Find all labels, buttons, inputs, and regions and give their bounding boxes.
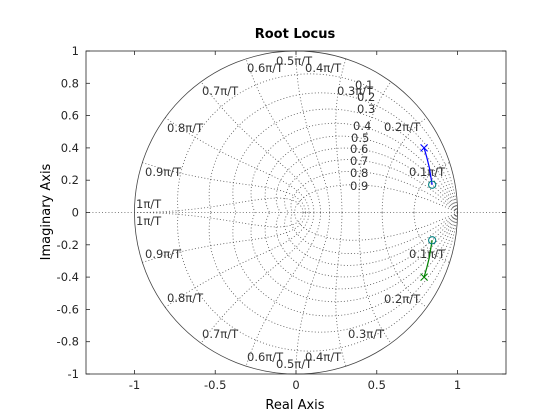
damping-curve-lower xyxy=(275,212,458,278)
x-ticks: -1 -0.5 0 0.5 1 xyxy=(129,51,461,392)
zero-marker xyxy=(428,236,437,245)
y-tick-label: -0.8 xyxy=(57,335,79,349)
frequency-curve-lower xyxy=(381,212,427,308)
x-tick-label: -1 xyxy=(129,378,140,392)
damping-label: 0.2 xyxy=(357,90,375,104)
x-tick-label: 0.5 xyxy=(368,378,386,392)
plot-axes xyxy=(85,50,507,375)
frequency-label-lower: 0.4π/T xyxy=(305,350,342,364)
frequency-label-upper: 0.7π/T xyxy=(202,84,239,98)
frequency-curve-upper xyxy=(335,58,347,213)
frequency-label-lower: 0.7π/T xyxy=(202,327,239,341)
frequency-label-lower: 0.5π/T xyxy=(276,357,313,371)
frequency-curve-upper xyxy=(295,50,330,213)
frequency-label-lower: 0.1π/T xyxy=(409,247,446,261)
damping-label: 0.5 xyxy=(351,131,369,145)
damping-label: 0.9 xyxy=(350,179,368,193)
frequency-label-upper: 0.9π/T xyxy=(145,165,182,179)
damping-curve-upper xyxy=(290,171,458,213)
frequency-label-upper: 0.8π/T xyxy=(167,121,204,135)
locus-series xyxy=(423,147,433,278)
damping-curve-lower xyxy=(208,212,458,333)
frequency-curve-lower xyxy=(200,212,315,344)
frequency-label-lower: 0.9π/T xyxy=(145,247,182,261)
y-axis-label: Imaginary Axis xyxy=(39,163,54,260)
frequency-curve-upper xyxy=(413,162,450,213)
x-tick-label: -0.5 xyxy=(204,378,226,392)
damping-label: 0.4 xyxy=(353,119,371,133)
frequency-curve-lower xyxy=(245,212,321,367)
frequency-label-upper: 0.1π/T xyxy=(409,165,446,179)
frequency-label-lower: 1π/T xyxy=(136,214,162,228)
damping-curve-upper xyxy=(208,92,458,213)
frequency-curve-upper xyxy=(358,81,392,213)
damping-curve-lower xyxy=(264,212,458,290)
y-ticks: -1 -0.8 -0.6 -0.4 -0.2 0 0.2 0.4 0.6 0.8 1 xyxy=(57,44,506,381)
damping-curve-lower xyxy=(290,212,458,254)
y-tick-label: 0.8 xyxy=(61,76,79,90)
damping-curve-lower xyxy=(232,212,458,317)
x-tick-label: 1 xyxy=(454,378,461,392)
frequency-label-upper: 0.2π/T xyxy=(384,120,421,134)
frequency-label-upper: 1π/T xyxy=(136,197,162,211)
damping-label: 0.3 xyxy=(357,102,375,116)
damping-label: 0.7 xyxy=(350,154,368,168)
frequency-curve-upper xyxy=(381,117,427,213)
frequency-curve-upper xyxy=(142,162,306,213)
damping-label: 0.1 xyxy=(355,78,373,92)
y-tick-label: -1 xyxy=(68,367,79,381)
frequency-label-upper: 0.4π/T xyxy=(305,61,342,75)
y-tick-label: -0.6 xyxy=(57,302,79,316)
y-tick-label: -0.2 xyxy=(57,238,79,252)
zgrid: 0.10.20.3 0.40.50.60.70.80.9 0.1π/T 0.1π/T 0… xyxy=(134,50,458,375)
frequency-curve-lower xyxy=(295,212,330,375)
frequency-curve-lower xyxy=(413,212,450,263)
damping-curve-lower xyxy=(294,212,458,241)
damping-curve-upper xyxy=(232,108,458,213)
damping-curve-upper xyxy=(264,135,458,213)
frequency-label-lower: 0.6π/T xyxy=(247,350,284,364)
locus-branch-upper xyxy=(423,147,433,185)
x-axis-label: Real Axis xyxy=(265,398,324,413)
frequency-label-lower: 0.3π/T xyxy=(348,327,385,341)
axes-box xyxy=(85,50,507,375)
frequency-curve-lower xyxy=(358,212,392,344)
y-tick-label: -0.4 xyxy=(57,270,79,284)
frequency-label-lower: 0.2π/T xyxy=(384,292,421,306)
damping-curve-upper xyxy=(275,147,458,213)
x-tick-label: 0 xyxy=(292,378,299,392)
frequency-label-upper: 0.5π/T xyxy=(276,54,313,68)
frequency-label-upper: 0.6π/T xyxy=(247,61,284,75)
zero-marker xyxy=(428,180,437,189)
damping-label: 0.6 xyxy=(350,142,368,156)
chart-title: Root Locus xyxy=(255,27,336,42)
frequency-label-lower: 0.8π/T xyxy=(167,291,204,305)
pole-marker xyxy=(420,144,428,152)
y-tick-label: 0.2 xyxy=(61,173,79,187)
y-tick-label: 0.4 xyxy=(61,141,79,155)
frequency-curve-lower xyxy=(142,212,306,263)
frequency-curve-upper xyxy=(245,58,321,213)
damping-curve-upper xyxy=(294,184,458,213)
pole-marker xyxy=(420,273,428,281)
pole-zero-markers xyxy=(420,144,437,281)
frequency-curve-upper xyxy=(200,81,315,213)
y-tick-label: 1 xyxy=(72,44,79,58)
frequency-label-upper: 0.3π/T xyxy=(337,84,374,98)
frequency-curve-lower xyxy=(335,212,347,367)
y-tick-label: 0.6 xyxy=(61,109,79,123)
locus-branch-lower xyxy=(423,240,433,278)
y-tick-label: 0 xyxy=(72,206,79,220)
damping-label: 0.8 xyxy=(350,166,368,180)
